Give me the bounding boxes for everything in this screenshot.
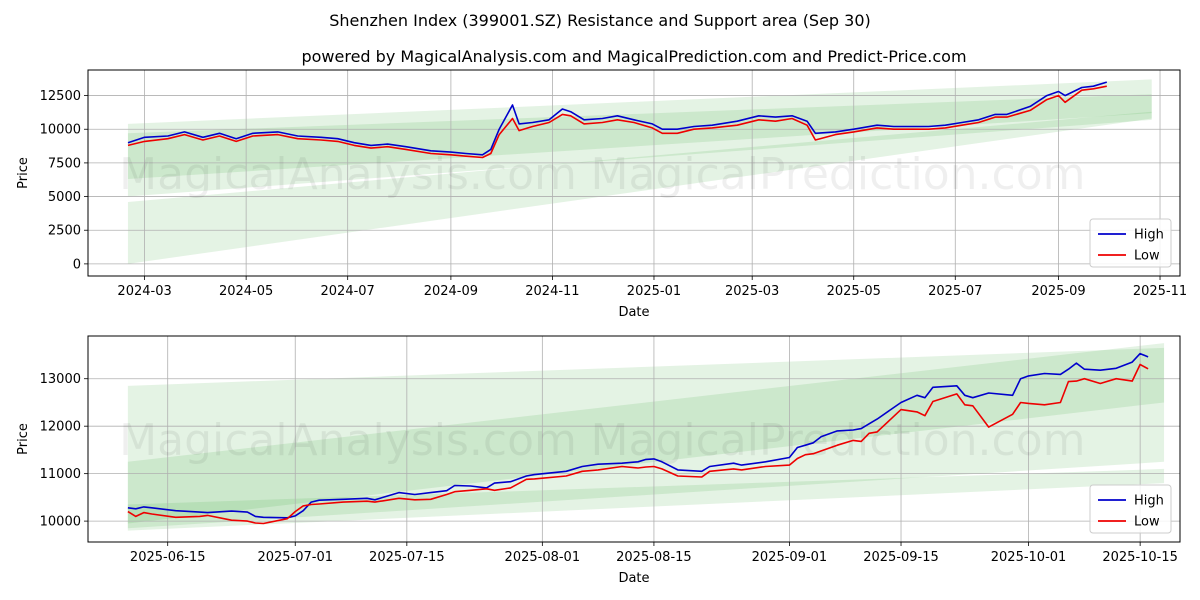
watermark-analysis: MagicalAnalysis.com: [119, 415, 577, 466]
chart-subtitle: powered by MagicalAnalysis.com and Magic…: [301, 47, 966, 66]
legend-label-high: High: [1134, 228, 1164, 243]
chart-title: Shenzhen Index (399001.SZ) Resistance an…: [329, 11, 871, 30]
x-tick-label: 2025-01: [627, 284, 681, 299]
y-tick-label: 12500: [40, 89, 81, 104]
x-tick-label: 2025-10-15: [1102, 550, 1178, 565]
y-tick-label: 13000: [40, 372, 81, 387]
watermark-prediction: MagicalPrediction.com: [591, 415, 1086, 466]
x-tick-label: 2025-07: [928, 284, 982, 299]
grid: [88, 336, 1180, 542]
axes-frame: [87, 335, 1181, 543]
x-tick-label: 2025-11: [1133, 284, 1187, 299]
support-resistance-band-1: [127, 343, 1165, 529]
watermark-analysis: MagicalAnalysis.com: [119, 149, 577, 200]
x-tick-label: 2025-03: [725, 284, 779, 299]
series-line-high: [127, 352, 1149, 519]
band-group: [127, 343, 1165, 531]
x-tick-label: 2024-03: [117, 284, 171, 299]
support-resistance-band-2: [127, 468, 1165, 531]
x-tick-label: 2025-05: [827, 284, 881, 299]
x-tick-label: 2025-07-15: [369, 550, 445, 565]
y-axis-label: Price: [16, 157, 31, 189]
series-line-low: [127, 85, 1107, 159]
series-line-low: [127, 363, 1149, 525]
y-tick-label: 2500: [48, 224, 81, 239]
x-tick-label: 2024-05: [219, 284, 273, 299]
support-resistance-band-2: [127, 111, 1152, 264]
support-resistance-band-1: [127, 94, 1152, 197]
series-line-high: [127, 81, 1108, 156]
legend: High Low: [1089, 218, 1172, 268]
series-group: [127, 352, 1149, 525]
x-tick-label: 2025-09: [1031, 284, 1085, 299]
x-tick-label: 2025-07-01: [257, 550, 333, 565]
y-tick-label: 0: [73, 257, 81, 272]
legend: High Low: [1089, 484, 1172, 534]
y-tick-label: 11000: [40, 467, 81, 482]
y-tick-label: 5000: [48, 190, 81, 205]
x-axis-label: Date: [618, 305, 649, 320]
series-group: [127, 81, 1108, 159]
x-tick-label: 2025-08-15: [616, 550, 692, 565]
axes-frame: [87, 69, 1181, 277]
y-axis-label: Price: [16, 423, 31, 455]
x-tick-label: 2025-06-15: [130, 550, 206, 565]
x-tick-label: 2025-09-01: [752, 550, 828, 565]
watermark-prediction: MagicalPrediction.com: [591, 149, 1086, 200]
legend-label-low: Low: [1134, 249, 1160, 264]
support-resistance-band-0: [127, 347, 1165, 524]
legend-label-low: Low: [1134, 515, 1160, 530]
top-chart-panel: MagicalAnalysis.com MagicalPrediction.com…: [16, 69, 1187, 320]
bottom-chart-panel: MagicalAnalysis.com MagicalPrediction.com…: [16, 335, 1181, 586]
x-tick-label: 2025-09-15: [863, 550, 939, 565]
legend-label-high: High: [1134, 494, 1164, 509]
x-tick-label: 2024-11: [525, 284, 579, 299]
x-tick-label: 2024-09: [424, 284, 478, 299]
x-tick-label: 2025-10-01: [991, 550, 1067, 565]
y-tick-label: 10000: [40, 515, 81, 530]
x-axis-label: Date: [618, 571, 649, 586]
y-tick-label: 10000: [40, 123, 81, 138]
x-tick-label: 2025-08-01: [505, 550, 581, 565]
x-tick-label: 2024-07: [321, 284, 375, 299]
y-tick-label: 12000: [40, 420, 81, 435]
y-tick-label: 7500: [48, 156, 81, 171]
